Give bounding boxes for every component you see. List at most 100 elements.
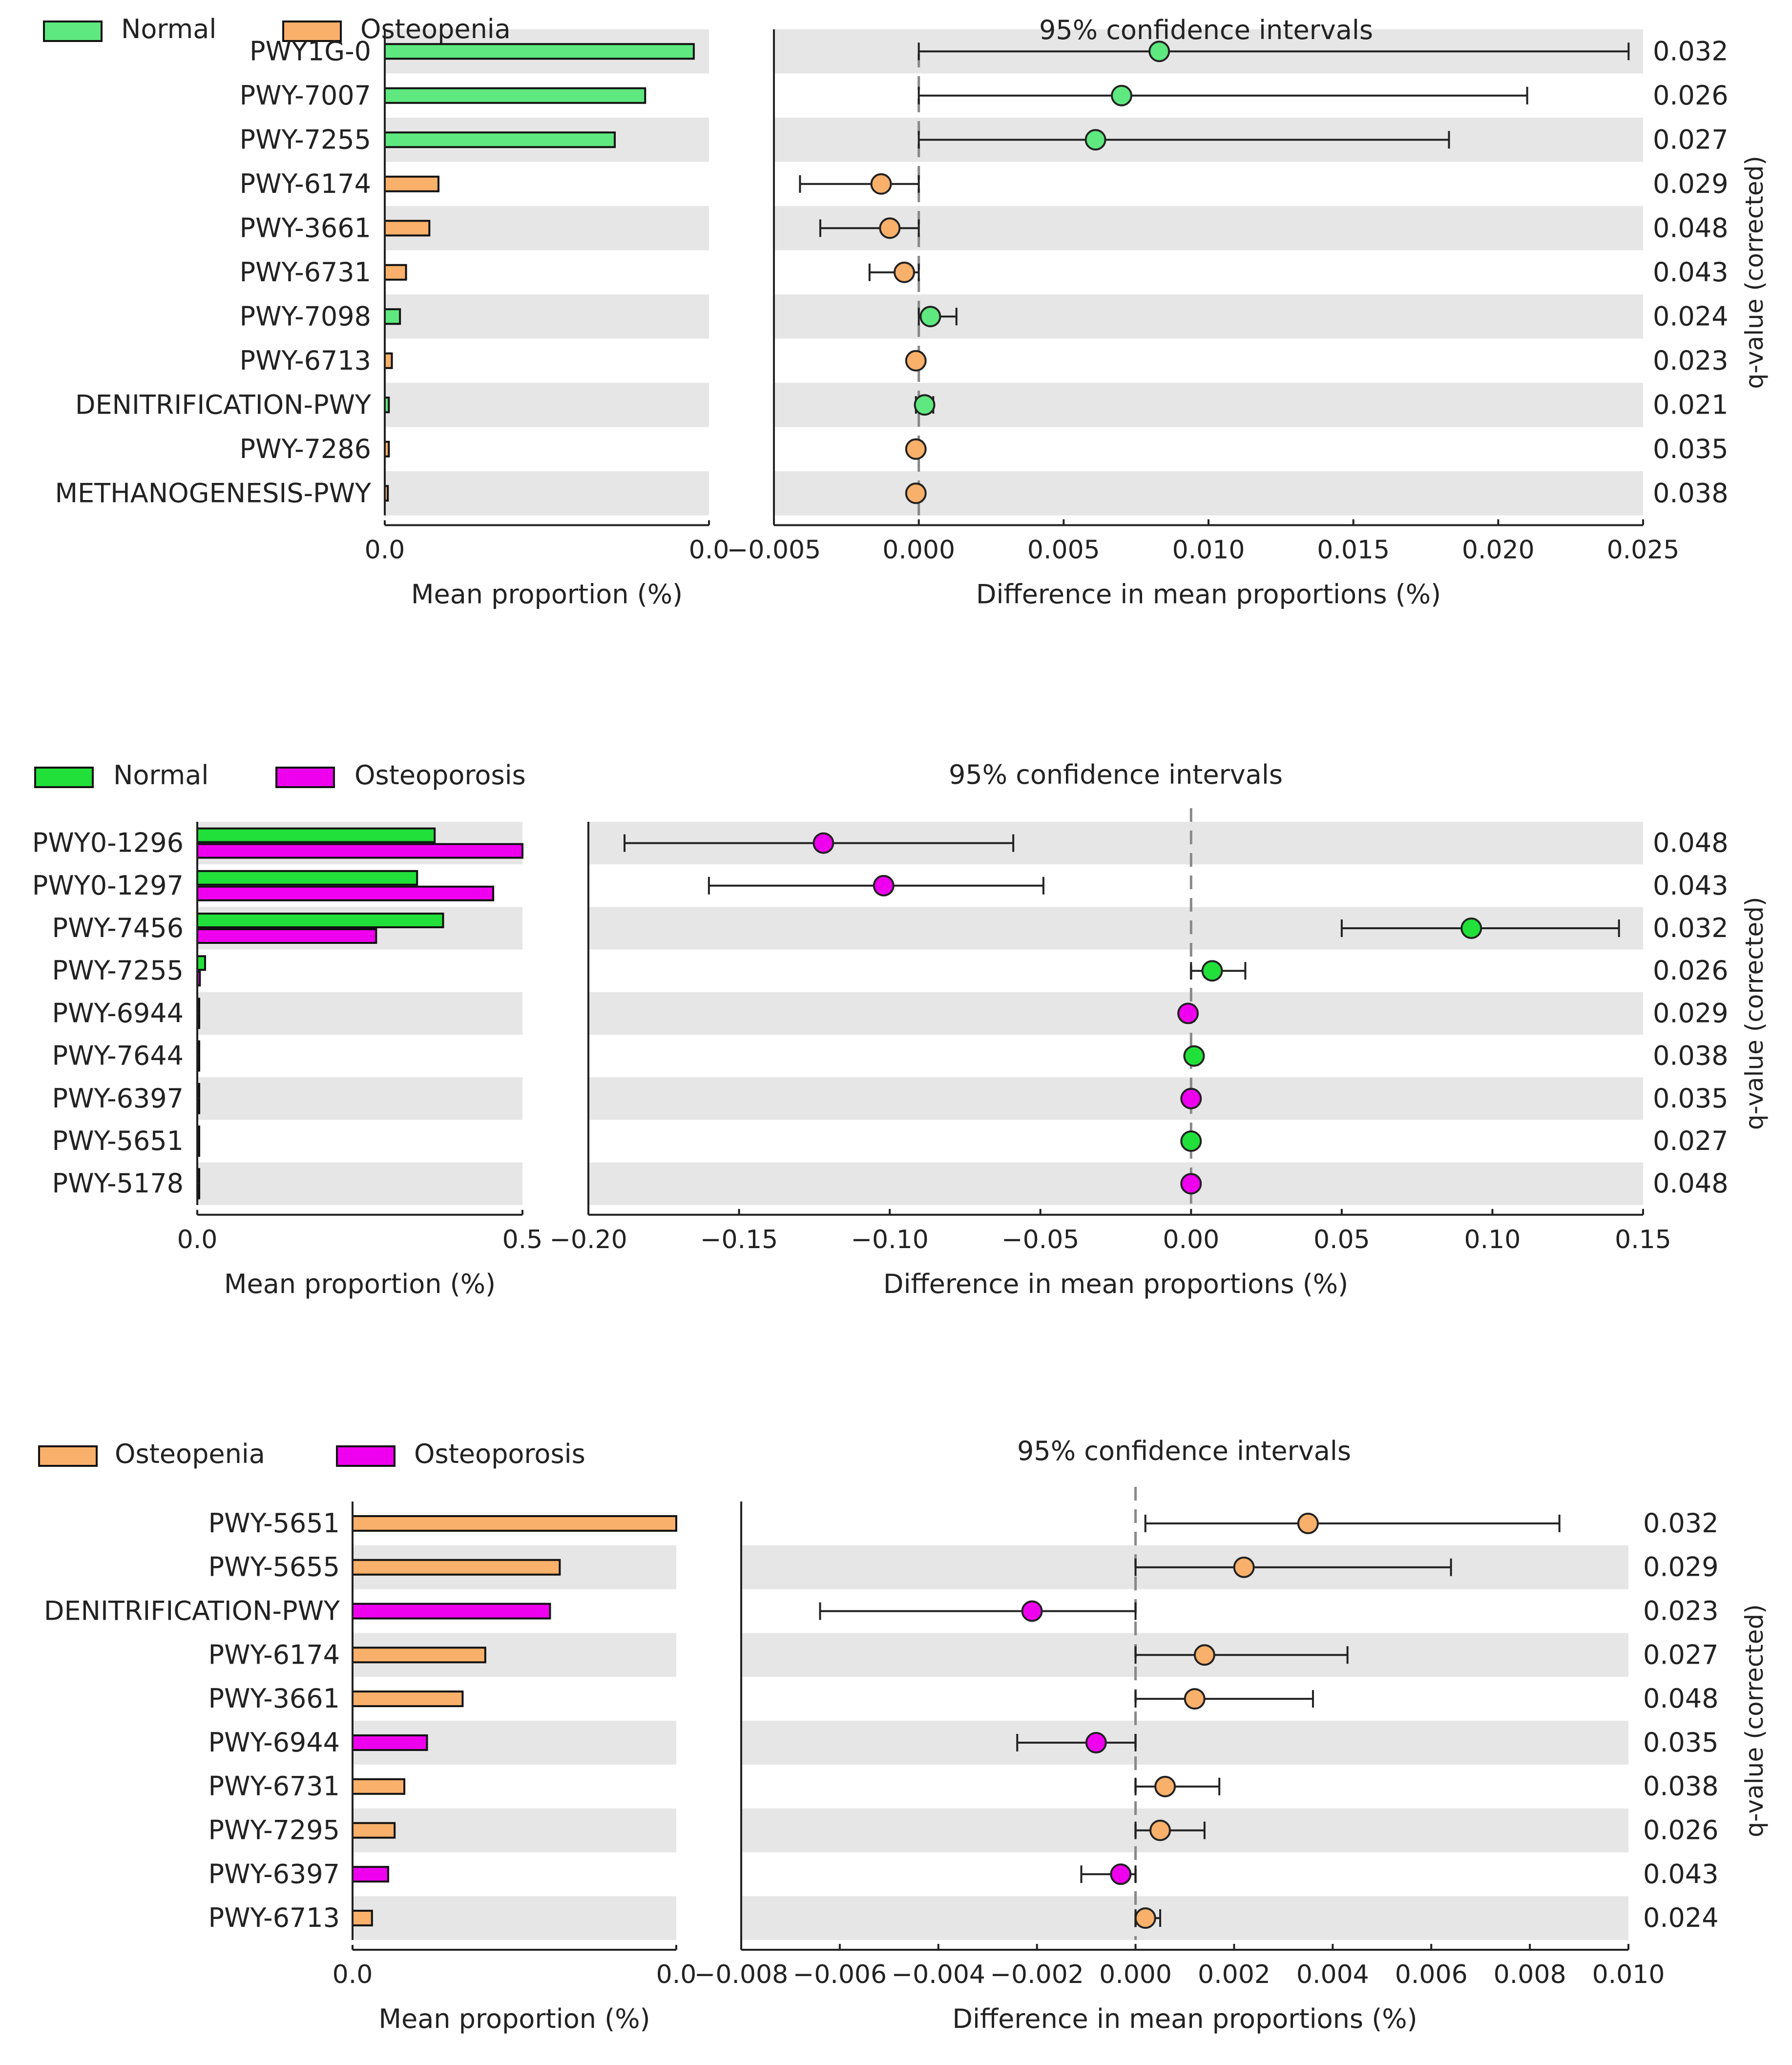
- category-label: PWY-7255: [52, 955, 184, 986]
- q-value-label: 0.043: [1653, 870, 1729, 901]
- q-value-label: 0.026: [1643, 1815, 1719, 1846]
- q-value-label: 0.038: [1653, 1041, 1729, 1071]
- mean-bar: [384, 264, 407, 281]
- row-stripe-left: [385, 294, 709, 339]
- difference-point: [914, 394, 936, 416]
- difference-point: [1085, 1731, 1107, 1753]
- difference-point: [1233, 1556, 1255, 1578]
- category-label: PWY-7644: [52, 1041, 184, 1071]
- row-stripe-left: [385, 206, 709, 250]
- difference-point: [813, 832, 834, 854]
- right-tick-label: 0.025: [1607, 536, 1680, 565]
- category-label: PWY-5178: [52, 1168, 184, 1199]
- right-tick-label: 0.000: [882, 536, 955, 565]
- right-tick-label: −0.006: [793, 1960, 887, 1989]
- legend-swatch-2-b: [336, 1445, 396, 1467]
- category-label: PWY-6174: [208, 1639, 340, 1670]
- legend-label: Normal: [113, 760, 208, 791]
- row-stripe-left: [385, 383, 709, 427]
- mean-bar: [384, 352, 393, 369]
- legend-label: Normal: [121, 14, 216, 44]
- q-value-label: 0.038: [1643, 1771, 1719, 1802]
- mean-bar-osteoporosis: [196, 843, 523, 859]
- category-label: PWY-5655: [208, 1552, 340, 1583]
- right-tick-label: −0.05: [1001, 1225, 1079, 1254]
- q-value-label: 0.048: [1653, 212, 1729, 243]
- mean-bar-osteoporosis: [196, 885, 495, 901]
- q-value-label: 0.029: [1653, 168, 1729, 199]
- right-x-axis-label: Difference in mean proportions (%): [976, 579, 1441, 610]
- category-label: PWY-7456: [52, 913, 184, 943]
- difference-point: [1148, 41, 1170, 63]
- q-value-axis-label: q-value (corrected): [1740, 1604, 1769, 1837]
- difference-point: [894, 261, 915, 283]
- legend-swatch-0-a: [43, 21, 103, 42]
- right-tick-label: 0.015: [1317, 536, 1390, 565]
- difference-point: [1193, 1644, 1215, 1666]
- difference-point: [1183, 1045, 1205, 1067]
- right-tick-label: 0.010: [1172, 536, 1245, 565]
- row-stripe-right: [774, 383, 1643, 427]
- difference-point: [1021, 1600, 1043, 1622]
- q-value-label: 0.048: [1643, 1683, 1719, 1714]
- category-label: PWY-6713: [208, 1902, 340, 1933]
- right-tick-label: 0.15: [1615, 1225, 1671, 1254]
- q-value-label: 0.035: [1653, 1083, 1729, 1114]
- category-label: PWY-6944: [52, 998, 184, 1028]
- mean-bar: [384, 175, 439, 192]
- mean-bar-osteoporosis: [196, 928, 377, 944]
- q-value-label: 0.035: [1643, 1727, 1719, 1758]
- left-tick-label: 0.0: [656, 1960, 697, 1989]
- difference-point: [1084, 129, 1106, 151]
- mean-bar-normal: [196, 870, 418, 886]
- row-stripe-right: [741, 1896, 1628, 1940]
- left-tick-label: 0.0: [689, 536, 729, 565]
- left-tick-label: 0.0: [365, 536, 405, 565]
- category-label: PWY0-1297: [32, 870, 184, 901]
- left-tick-label: 0.0: [177, 1225, 218, 1254]
- mean-bar: [384, 220, 431, 237]
- q-value-label: 0.048: [1653, 1168, 1729, 1199]
- right-tick-label: 0.008: [1494, 1960, 1566, 1989]
- mean-bar: [352, 1647, 486, 1664]
- q-value-label: 0.023: [1643, 1596, 1719, 1627]
- mean-bar: [352, 1822, 396, 1839]
- q-value-label: 0.024: [1653, 301, 1729, 332]
- right-tick-label: 0.10: [1464, 1225, 1521, 1254]
- q-value-label: 0.024: [1643, 1902, 1719, 1933]
- difference-point: [905, 482, 927, 504]
- legend-swatch-1-b: [275, 767, 335, 788]
- difference-point: [905, 350, 927, 372]
- category-label: PWY-7098: [240, 301, 371, 332]
- difference-point: [1149, 1819, 1171, 1841]
- legend-label: Osteoporosis: [354, 760, 526, 791]
- right-tick-label: 0.000: [1099, 1960, 1172, 1989]
- difference-point: [919, 306, 941, 328]
- legend-swatch-2-a: [38, 1445, 98, 1467]
- ci-title: 95% confidence intervals: [1039, 15, 1373, 45]
- left-x-axis-label: Mean proportion (%): [411, 579, 683, 610]
- left-x-axis-label: Mean proportion (%): [224, 1269, 496, 1299]
- q-value-axis-label: q-value (corrected): [1740, 156, 1769, 389]
- mean-bar-normal: [196, 955, 206, 971]
- difference-point: [1154, 1775, 1176, 1797]
- q-value-label: 0.027: [1653, 1126, 1729, 1156]
- right-tick-label: 0.00: [1163, 1225, 1219, 1254]
- right-x-axis-label: Difference in mean proportions (%): [883, 1269, 1348, 1299]
- right-tick-label: 0.002: [1198, 1960, 1271, 1989]
- mean-bar: [352, 1603, 551, 1620]
- category-label: PWY-6397: [52, 1083, 184, 1114]
- row-stripe-right: [588, 1162, 1643, 1205]
- mean-bar: [352, 1910, 373, 1927]
- q-value-axis-label: q-value (corrected): [1740, 897, 1769, 1130]
- q-value-label: 0.023: [1653, 345, 1729, 376]
- category-label: DENITRIFICATION-PWY: [44, 1596, 340, 1627]
- category-label: DENITRIFICATION-PWY: [75, 389, 372, 420]
- left-tick-label: 0.5: [502, 1225, 543, 1254]
- category-label: PWY-3661: [208, 1683, 340, 1714]
- category-label: PWY-6944: [208, 1727, 340, 1758]
- q-value-label: 0.032: [1653, 36, 1729, 66]
- q-value-label: 0.029: [1653, 998, 1729, 1028]
- q-value-label: 0.021: [1653, 389, 1729, 420]
